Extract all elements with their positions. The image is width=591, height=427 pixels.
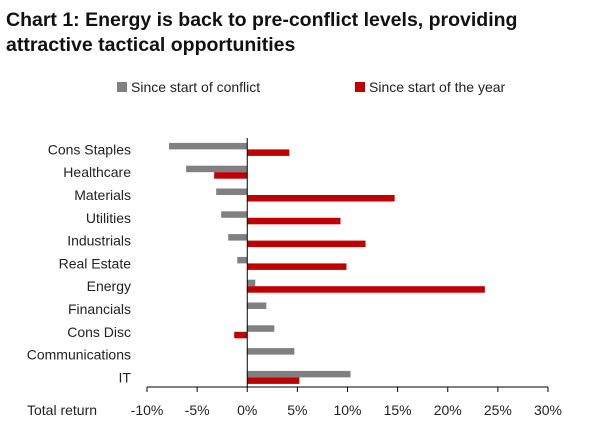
category-label-3: Utilities xyxy=(86,210,131,226)
bar-ytd-3 xyxy=(247,217,341,225)
category-label-9: Communications xyxy=(27,347,131,363)
x-tick-label-2: 0% xyxy=(237,402,257,418)
category-label-0: Cons Staples xyxy=(48,141,131,157)
category-label-4: Industrials xyxy=(67,233,131,249)
category-label-5: Real Estate xyxy=(59,255,132,271)
chart-title: Chart 1: Energy is back to pre-conflict … xyxy=(6,9,518,56)
x-tick-label-8: 30% xyxy=(534,402,562,418)
category-label-8: Cons Disc xyxy=(67,324,131,340)
bar-conflict-2 xyxy=(216,188,248,195)
category-label-1: Healthcare xyxy=(63,164,131,180)
chart-legend: Since start of conflict Since start of t… xyxy=(0,79,591,99)
bar-conflict-6 xyxy=(247,279,256,287)
x-tick-label-3: 5% xyxy=(287,402,307,418)
category-label-2: Materials xyxy=(74,187,131,203)
bar-conflict-0 xyxy=(169,142,248,150)
bar-conflict-1 xyxy=(186,165,248,173)
bar-conflict-5 xyxy=(237,256,248,264)
bar-ytd-8 xyxy=(234,331,248,339)
bar-ytd-2 xyxy=(247,195,395,202)
bar-ytd-1 xyxy=(214,172,248,179)
bar-ytd-6 xyxy=(247,286,485,293)
legend-label-conflict: Since start of conflict xyxy=(131,79,261,95)
category-label-6: Energy xyxy=(87,278,131,294)
bar-ytd-0 xyxy=(247,149,290,156)
bar-ytd-4 xyxy=(247,240,366,248)
x-tick-label-7: 25% xyxy=(484,402,512,418)
category-label-10: IT xyxy=(119,369,132,385)
bar-conflict-7 xyxy=(247,302,267,309)
legend-swatch-conflict xyxy=(117,82,127,92)
x-tick-label-6: 20% xyxy=(434,402,462,418)
x-tick-label-4: 10% xyxy=(333,402,361,418)
x-tick-label-1: -5% xyxy=(185,402,210,418)
legend-item-conflict: Since start of conflict xyxy=(117,79,260,95)
bar-conflict-10 xyxy=(247,370,351,378)
bar-conflict-8 xyxy=(247,325,275,332)
x-tick-label-5: 15% xyxy=(384,402,412,418)
bar-conflict-9 xyxy=(247,348,295,355)
bar-ytd-5 xyxy=(247,263,347,270)
category-label-7: Financials xyxy=(68,301,131,317)
x-tick-label-0: -10% xyxy=(131,402,164,418)
legend-swatch-ytd xyxy=(355,82,365,92)
legend-label-ytd: Since start of the year xyxy=(369,79,506,95)
x-axis-label: Total return xyxy=(27,402,97,418)
bar-conflict-4 xyxy=(228,234,248,241)
legend-item-ytd: Since start of the year xyxy=(355,79,505,95)
bar-conflict-3 xyxy=(221,211,248,218)
bar-ytd-10 xyxy=(247,377,300,384)
